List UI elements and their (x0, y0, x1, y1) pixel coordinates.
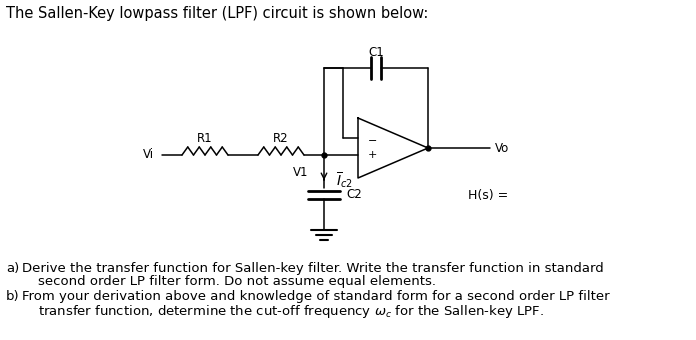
Text: V1: V1 (292, 167, 308, 180)
Text: Derive the transfer function for Sallen-key filter. Write the transfer function : Derive the transfer function for Sallen-… (22, 262, 603, 275)
Text: C1: C1 (368, 46, 384, 58)
Text: a): a) (6, 262, 19, 275)
Text: Vi: Vi (143, 149, 154, 162)
Text: H(s) =: H(s) = (468, 188, 508, 202)
Text: b): b) (6, 290, 19, 303)
Text: The Sallen-Key lowpass filter (LPF) circuit is shown below:: The Sallen-Key lowpass filter (LPF) circ… (6, 6, 428, 21)
Text: $-$: $-$ (367, 134, 377, 144)
Text: R2: R2 (274, 132, 289, 144)
Text: Vo: Vo (495, 141, 509, 154)
Text: second order LP filter form. Do not assume equal elements.: second order LP filter form. Do not assu… (38, 275, 436, 288)
Text: $\overline{I}_{c2}$: $\overline{I}_{c2}$ (336, 170, 353, 190)
Text: transfer function, determine the cut-off frequency $\omega_c$ for the Sallen-key: transfer function, determine the cut-off… (38, 303, 544, 320)
Text: $+$: $+$ (367, 149, 377, 159)
Text: C2: C2 (346, 188, 362, 202)
Text: From your derivation above and knowledge of standard form for a second order LP : From your derivation above and knowledge… (22, 290, 610, 303)
Text: R1: R1 (197, 132, 213, 144)
